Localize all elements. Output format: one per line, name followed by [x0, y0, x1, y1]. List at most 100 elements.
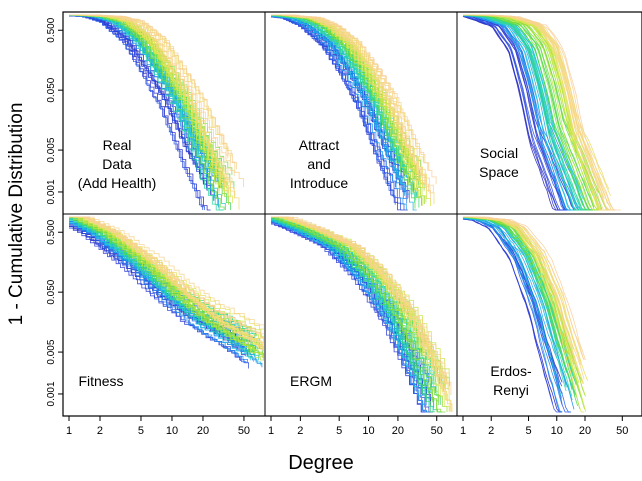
panel-label-line: Introduce: [290, 175, 349, 191]
series-line: [271, 216, 450, 393]
series-line: [463, 14, 597, 211]
series-line: [69, 15, 218, 198]
series-line: [271, 216, 449, 390]
series-line: [462, 16, 572, 211]
x-tick-label: 5: [138, 425, 144, 437]
y-tick-label: 0.005: [46, 137, 57, 162]
series-line: [69, 14, 235, 177]
series-line: [271, 14, 425, 205]
series-lines: [69, 14, 244, 211]
x-tick-label: 1: [66, 425, 72, 437]
panel-label-line: and: [307, 156, 330, 172]
panel-label-line: Renyi: [493, 382, 529, 398]
series-line: [462, 15, 583, 211]
series-line: [462, 218, 559, 413]
series-line: [271, 14, 437, 185]
x-tick-label: 20: [579, 425, 591, 437]
series-line: [69, 216, 264, 335]
panel-label-line: Data: [102, 156, 132, 172]
x-axis-label: Degree: [288, 452, 354, 474]
x-tick-label: 1: [268, 425, 274, 437]
y-tick-label: 0.001: [46, 381, 57, 406]
series-line: [69, 227, 241, 361]
x-tick-label: 20: [392, 425, 404, 437]
x-tick-label: 2: [297, 425, 303, 437]
panel-label-line: Erdos-: [490, 363, 532, 379]
panel-label-line: Fitness: [78, 373, 123, 389]
series-line: [69, 216, 264, 330]
panel-label-line: Real: [103, 137, 132, 153]
x-tick-labels: 1 2 5 10 20 50 1 2 5 10 20 50 1 2 5 10 20 50: [66, 416, 628, 437]
series-lines: [271, 14, 437, 211]
series-line: [69, 216, 264, 361]
x-tick-label: 2: [488, 425, 494, 437]
y-tick-label: 0.001: [46, 179, 57, 204]
x-tick-label: 1: [460, 425, 466, 437]
x-tick-label: 10: [551, 425, 563, 437]
series-line: [462, 218, 563, 413]
series-line: [271, 16, 407, 210]
series-line: [69, 15, 205, 210]
panel-label-line: Attract: [299, 137, 340, 153]
series-lines: [69, 216, 264, 369]
series-line: [271, 16, 396, 205]
y-tick-label: 0.500: [46, 219, 57, 244]
series-line: [462, 15, 573, 211]
series-line: [271, 16, 401, 210]
y-axis-label: 1 - Cumulative Distribution: [6, 103, 27, 326]
x-tick-label: 5: [336, 425, 342, 437]
series-line: [462, 15, 583, 211]
y-tick-label: 0.050: [46, 77, 57, 102]
series-line: [69, 15, 202, 177]
x-tick-label: 50: [616, 425, 628, 437]
panels-group: Real Data (Add Health) Attract and Introduce S…: [62, 11, 642, 417]
series-lines: [462, 216, 588, 413]
series-line: [463, 216, 588, 381]
y-tick-labels: 0.500 0.050 0.005 0.001 0.500 0.050 0.005 0.001: [46, 17, 63, 406]
series-line: [271, 15, 404, 190]
series-line: [463, 216, 586, 361]
panel-label-line: Social: [480, 145, 518, 161]
series-line: [462, 15, 580, 211]
series-line: [462, 15, 582, 211]
x-tick-label: 2: [97, 425, 103, 437]
series-line: [271, 15, 407, 175]
series-line: [462, 15, 574, 211]
series-line: [271, 14, 431, 202]
y-tick-label: 0.005: [46, 339, 57, 364]
series-line: [462, 216, 570, 366]
panel-4: ERGM: [271, 216, 453, 413]
panel-3: Fitness: [69, 216, 264, 389]
panel-label-line: ERGM: [290, 373, 332, 389]
panel-1: Attract and Introduce: [271, 14, 437, 211]
series-line: [271, 216, 450, 387]
series-line: [271, 216, 442, 412]
series-line: [462, 16, 573, 211]
x-tick-label: 5: [525, 425, 531, 437]
series-line: [271, 216, 447, 385]
series-line: [271, 16, 405, 210]
series-line: [271, 216, 445, 395]
series-line: [69, 216, 263, 350]
series-line: [271, 14, 429, 192]
series-line: [462, 217, 563, 399]
series-lines: [462, 14, 621, 211]
panel-0: Real Data (Add Health): [69, 14, 244, 211]
series-lines: [271, 216, 453, 413]
series-line: [271, 217, 440, 406]
series-line: [271, 219, 427, 400]
panel-5: Erdos- Renyi: [462, 216, 588, 413]
series-line: [69, 219, 254, 362]
series-line: [462, 14, 615, 211]
x-tick-label: 10: [166, 425, 178, 437]
panel-2: Social Space: [462, 14, 621, 211]
x-tick-label: 50: [431, 425, 443, 437]
panel-label-line: (Add Health): [78, 175, 157, 191]
y-tick-label: 0.050: [46, 279, 57, 304]
series-line: [69, 216, 264, 339]
series-line: [69, 216, 264, 343]
y-tick-label: 0.500: [46, 17, 57, 42]
x-tick-label: 20: [197, 425, 209, 437]
series-line: [271, 220, 426, 412]
